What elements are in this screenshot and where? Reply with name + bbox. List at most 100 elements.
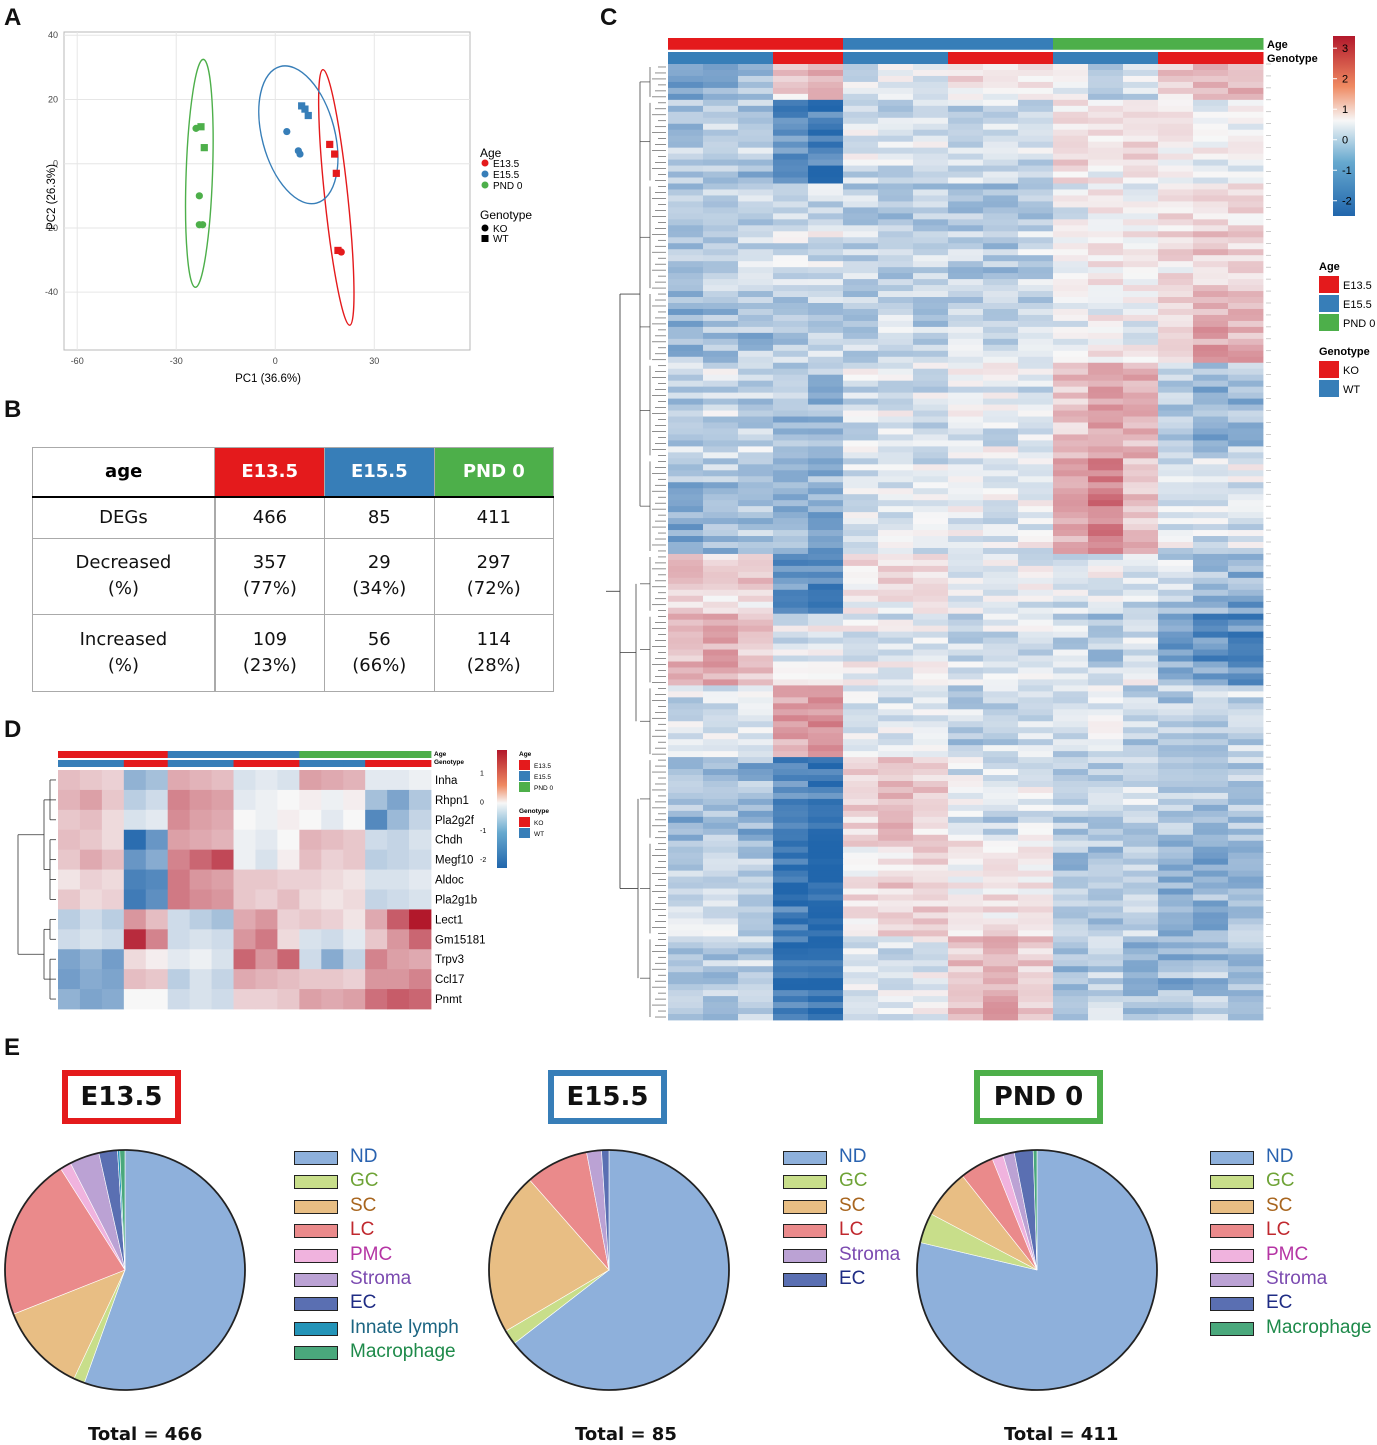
heatmap-c-cell xyxy=(668,428,704,435)
heatmap-c-cell xyxy=(1123,769,1159,776)
heatmap-d-cell xyxy=(79,929,103,950)
heatmap-c-cell xyxy=(983,362,1019,370)
heatmap-c-cell xyxy=(913,691,949,698)
heatmap-c-cell xyxy=(738,655,774,662)
heatmap-c-cell xyxy=(703,565,739,573)
heatmap-c-cell xyxy=(668,237,704,244)
heatmap-c-cell xyxy=(948,984,984,991)
pie-total-e155: Total = 85 xyxy=(575,1424,677,1445)
heatmap-c-cell xyxy=(668,416,704,423)
heatmap-c-cell xyxy=(738,786,774,794)
heatmap-c-cell xyxy=(1158,667,1194,674)
heatmap-c-cell xyxy=(703,888,739,895)
heatmap-d-cell xyxy=(79,809,103,831)
heatmap-c-cell xyxy=(913,320,949,328)
heatmap-c-cell xyxy=(1018,1002,1054,1009)
heatmap-c-cell xyxy=(738,840,774,848)
heatmap-c-cell xyxy=(948,93,984,101)
heatmap-c-cell xyxy=(843,1002,879,1009)
pie-legend-label: Innate lymph xyxy=(350,1316,459,1338)
heatmap-c-cell xyxy=(1158,619,1194,627)
heatmap-c-cell xyxy=(1018,763,1054,770)
heatmap-c-cell xyxy=(878,524,914,531)
heatmap-c-cell xyxy=(913,464,949,471)
heatmap-c-cell xyxy=(808,804,844,812)
heatmap-c-cell xyxy=(983,583,1019,591)
heatmap-c-cell xyxy=(948,858,984,866)
heatmap-c-cell xyxy=(1123,237,1159,244)
heatmap-c-cell xyxy=(1158,308,1194,316)
heatmap-c-cell xyxy=(773,655,809,662)
heatmap-c-cell xyxy=(1088,577,1124,585)
heatmap-c-cell xyxy=(703,362,739,370)
heatmap-c-cell xyxy=(1193,733,1229,740)
heatmap-c-cell xyxy=(948,804,984,812)
heatmap-c-cell xyxy=(738,619,774,627)
heatmap-c-cell xyxy=(983,822,1019,830)
heatmap-c-cell xyxy=(1228,524,1264,531)
heatmap-c-cell xyxy=(1018,189,1054,196)
heatmap-c-cell xyxy=(1123,697,1159,704)
heatmap-d-cell xyxy=(365,849,388,870)
heatmap-c-cell xyxy=(773,996,809,1003)
heatmap-c-cell xyxy=(983,422,1019,429)
heatmap-c-cell xyxy=(1193,739,1229,746)
heatmap-c-cell xyxy=(983,231,1019,238)
heatmap-c-cell xyxy=(1158,123,1194,131)
heatmap-c-cell xyxy=(983,978,1019,985)
pie-chart-e155 xyxy=(488,1149,730,1391)
heatmap-c-cell xyxy=(703,285,739,292)
heatmap-c-cell xyxy=(1228,488,1264,495)
heatmap-c-cell xyxy=(1088,500,1124,507)
heatmap-c-cell xyxy=(1193,828,1229,836)
heatmap-c-cell xyxy=(878,518,914,525)
heatmap-c-cell xyxy=(668,583,704,591)
pca-ellipses xyxy=(184,58,355,326)
heatmap-c-cell xyxy=(1228,1002,1264,1009)
heatmap-c-cell xyxy=(1228,882,1264,889)
heatmap-c-cell xyxy=(738,308,774,316)
heatmap-d-genotype-annotation xyxy=(233,760,256,767)
heatmap-c-cell xyxy=(878,894,914,901)
heatmap-c-cell xyxy=(738,876,774,883)
pca-ellipse xyxy=(258,65,339,205)
heatmap-c-cell xyxy=(1053,1014,1089,1021)
heatmap-c-cell xyxy=(1158,171,1194,178)
heatmap-c-cell xyxy=(1088,195,1124,202)
heatmap-c-cell xyxy=(773,225,809,232)
pie-legend-label: ND xyxy=(839,1146,867,1167)
heatmap-c-cell xyxy=(1193,619,1229,627)
heatmap-c-cell xyxy=(1018,828,1054,836)
heatmap-c-cell xyxy=(1228,81,1264,89)
heatmap-c-cell xyxy=(703,207,739,214)
heatmap-c-cell xyxy=(1158,404,1194,411)
heatmap-c-cell xyxy=(1193,996,1229,1003)
heatmap-c-cell xyxy=(1088,673,1124,680)
heatmap-c-cell xyxy=(948,141,984,149)
heatmap-c-cell xyxy=(913,231,949,238)
heatmap-c-cell xyxy=(703,781,739,788)
heatmap-c-cell xyxy=(1158,183,1194,190)
heatmap-c-cell xyxy=(703,792,739,800)
heatmap-c-cell xyxy=(1158,129,1194,137)
heatmap-c-cell xyxy=(703,380,739,388)
heatmap-d-cell xyxy=(387,770,410,791)
heatmap-c-cell xyxy=(703,422,739,429)
heatmap-c-cell xyxy=(1158,75,1194,83)
heatmap-c-cell xyxy=(668,518,704,525)
heatmap-c-cell xyxy=(668,189,704,196)
heatmap-c-cell xyxy=(843,930,879,937)
heatmap-c-cell xyxy=(1018,852,1054,860)
heatmap-c-cell xyxy=(773,476,809,483)
heatmap-c-cell xyxy=(703,715,739,722)
heatmap-c-cell xyxy=(948,691,984,698)
panel-label-a: A xyxy=(4,4,22,31)
heatmap-c-cell xyxy=(668,434,704,441)
heatmap-c-cell xyxy=(1123,804,1159,812)
heatmap-d-cell xyxy=(211,969,234,990)
heatmap-c-cell xyxy=(1088,476,1124,483)
heatmap-c-cell xyxy=(1193,882,1229,889)
heatmap-c-cell xyxy=(1088,303,1124,310)
pca-legend-wt-label: WT xyxy=(493,234,509,245)
heatmap-c-cell xyxy=(1158,273,1194,280)
